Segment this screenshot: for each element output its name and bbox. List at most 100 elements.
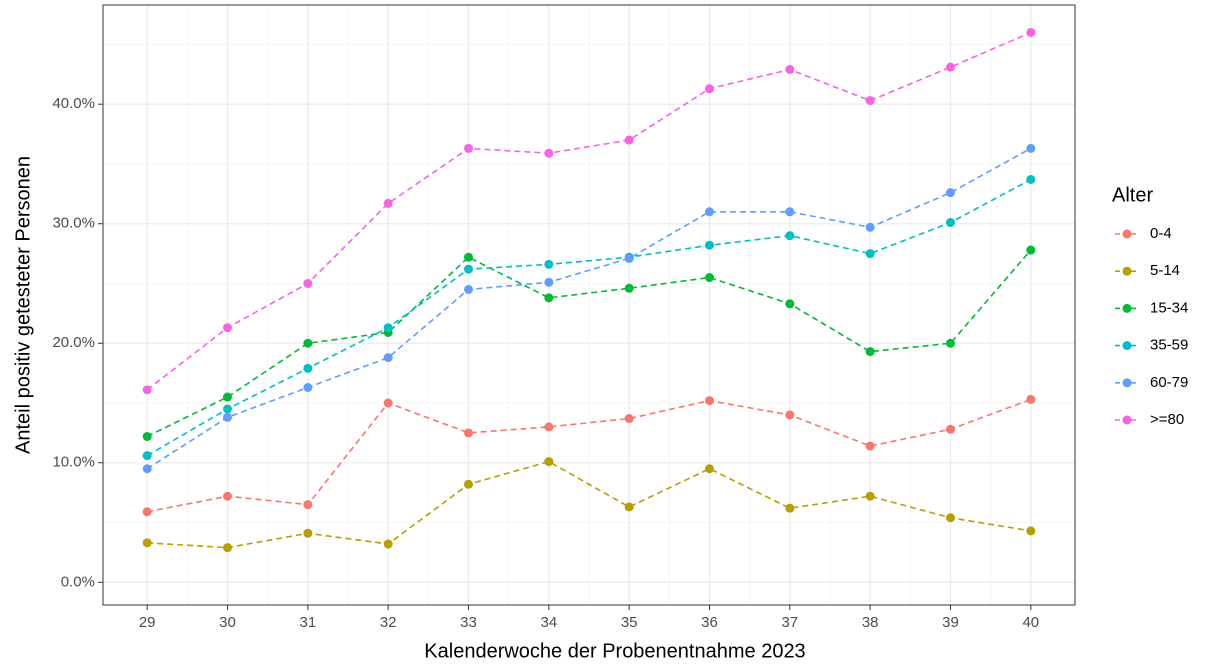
data-point — [142, 464, 152, 474]
data-point — [303, 382, 313, 392]
x-tick-label: 35 — [621, 614, 638, 631]
data-point — [624, 253, 634, 263]
data-point — [223, 392, 233, 402]
legend-label: 35-59 — [1150, 337, 1188, 354]
data-point — [624, 414, 634, 424]
panel-border — [102, 4, 1076, 606]
data-point — [223, 323, 233, 333]
legend-title: Alter — [1112, 184, 1153, 206]
x-tick-label: 40 — [1022, 614, 1039, 631]
data-point — [945, 424, 955, 434]
data-point — [945, 62, 955, 72]
data-point — [464, 264, 474, 274]
data-point — [383, 323, 393, 333]
data-point — [865, 96, 875, 106]
data-point — [1026, 27, 1036, 37]
data-point — [223, 491, 233, 501]
data-point — [303, 528, 313, 538]
data-point — [223, 404, 233, 414]
data-point — [544, 422, 554, 432]
data-point — [142, 507, 152, 517]
y-tick-label: 40.0% — [52, 95, 95, 112]
data-point — [945, 218, 955, 228]
legend-key-point — [1122, 266, 1132, 276]
series-line — [146, 31, 1032, 391]
data-point — [464, 284, 474, 294]
data-point — [464, 143, 474, 153]
data-point — [303, 363, 313, 373]
x-tick-label: 36 — [701, 614, 718, 631]
data-point — [704, 273, 714, 283]
data-point — [383, 539, 393, 549]
data-point — [303, 500, 313, 510]
data-point — [865, 222, 875, 232]
data-point — [865, 249, 875, 259]
data-point — [704, 84, 714, 94]
legend-label: >=80 — [1150, 411, 1184, 428]
data-point — [303, 338, 313, 348]
data-point — [303, 278, 313, 288]
data-point — [383, 398, 393, 408]
data-point — [464, 479, 474, 489]
x-tick-label: 33 — [460, 614, 477, 631]
data-point — [865, 441, 875, 451]
series-line — [147, 398, 1032, 513]
y-tick-label: 10.0% — [52, 454, 95, 471]
legend-label: 5-14 — [1150, 262, 1180, 279]
x-axis-title: Kalenderwoche der Probenentnahme 2023 — [424, 640, 805, 662]
data-point — [624, 135, 634, 145]
data-point — [945, 338, 955, 348]
legend-label: 60-79 — [1150, 374, 1188, 391]
data-point — [945, 513, 955, 523]
x-tick-label: 30 — [219, 614, 236, 631]
y-tick-label: 20.0% — [52, 334, 95, 351]
legend-key-point — [1122, 303, 1132, 313]
data-point — [142, 538, 152, 548]
data-point — [544, 259, 554, 269]
data-point — [785, 503, 795, 513]
legend-key-point — [1122, 378, 1132, 388]
data-point — [544, 148, 554, 158]
data-point — [785, 231, 795, 241]
data-point — [464, 252, 474, 262]
series-line — [146, 147, 1032, 470]
legend-label: 0-4 — [1150, 225, 1172, 242]
x-tick-label: 29 — [139, 614, 156, 631]
legend-label: 15-34 — [1150, 299, 1188, 316]
data-point — [704, 207, 714, 217]
data-point — [544, 277, 554, 287]
data-point — [624, 502, 634, 512]
data-point — [704, 396, 714, 406]
data-point — [223, 543, 233, 553]
data-point — [785, 299, 795, 309]
data-point — [383, 353, 393, 363]
data-point — [142, 431, 152, 441]
x-tick-label: 32 — [380, 614, 397, 631]
legend-key-point — [1122, 229, 1132, 239]
series-line — [146, 178, 1032, 457]
data-point — [785, 410, 795, 420]
legend-key-point — [1122, 415, 1132, 425]
y-tick-label: 30.0% — [52, 215, 95, 232]
x-tick-label: 31 — [299, 614, 316, 631]
data-point — [624, 283, 634, 293]
data-point — [544, 457, 554, 467]
plot-area — [142, 27, 1036, 553]
data-point — [704, 240, 714, 250]
data-point — [223, 412, 233, 422]
data-point — [1026, 245, 1036, 255]
data-point — [1026, 175, 1036, 185]
x-tick-label: 39 — [942, 614, 959, 631]
data-point — [383, 198, 393, 208]
data-point — [544, 293, 554, 303]
legend: 0-4 5-14 15-34 35-59 60-79 >=80 — [1115, 225, 1188, 428]
y-axis-title: Anteil positiv getesteter Personen — [12, 156, 34, 454]
data-point — [1026, 143, 1036, 153]
data-point — [142, 385, 152, 395]
data-point — [865, 491, 875, 501]
data-point — [865, 347, 875, 357]
data-point — [704, 464, 714, 474]
y-tick-label: 0.0% — [61, 573, 95, 590]
